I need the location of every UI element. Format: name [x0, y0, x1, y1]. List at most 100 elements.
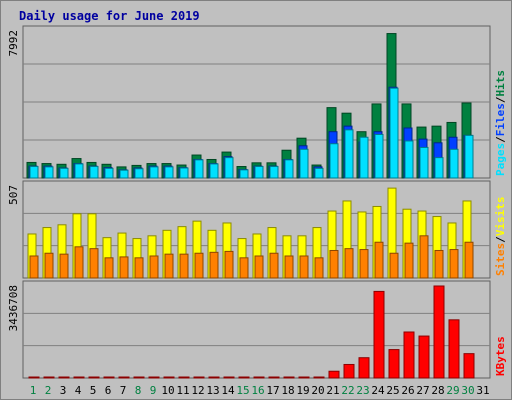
x-tick-label: 17 [266, 384, 279, 397]
x-tick-label: 6 [105, 384, 112, 397]
bar-pages [269, 166, 279, 179]
bar-pages [179, 167, 189, 179]
bar-pages [89, 166, 99, 179]
bar-kbytes [433, 285, 445, 379]
bar-sites [404, 242, 414, 279]
bar-kbytes [238, 376, 250, 379]
x-tick-label: 4 [75, 384, 82, 397]
bar-pages [419, 146, 429, 179]
bar-sites [284, 255, 294, 279]
bar-sites [134, 257, 144, 279]
bar-kbytes [328, 370, 340, 379]
bar-pages [104, 167, 114, 179]
bar-pages [464, 134, 474, 179]
chart-title: Daily usage for June 2019 [19, 9, 200, 23]
x-tick-label: 22 [341, 384, 354, 397]
x-tick-label: 24 [371, 384, 385, 397]
bar-kbytes [43, 376, 55, 379]
x-tick-label: 31 [476, 384, 489, 397]
legend-entry-files: Files [494, 103, 507, 136]
bar-sites [149, 255, 159, 279]
x-tick-label: 14 [221, 384, 235, 397]
bar-sites [359, 249, 369, 279]
bar-kbytes [283, 376, 295, 379]
bar-kbytes [163, 376, 175, 379]
bar-kbytes [388, 349, 400, 379]
x-tick-label: 11 [176, 384, 189, 397]
legend-separator: / [494, 136, 507, 143]
x-tick-label: 29 [446, 384, 459, 397]
x-tick-label: 15 [236, 384, 249, 397]
x-tick-label: 13 [206, 384, 219, 397]
bar-pages [74, 163, 84, 179]
bar-kbytes [58, 376, 70, 379]
x-tick-label: 28 [431, 384, 444, 397]
bar-kbytes [148, 376, 160, 379]
bar-sites [374, 241, 384, 279]
bar-kbytes [253, 376, 265, 379]
legend-visits-sites: Sites/Visits [494, 197, 507, 277]
x-tick-label: 8 [135, 384, 142, 397]
bar-kbytes [358, 357, 370, 379]
bar-pages [44, 166, 54, 179]
bar-sites [29, 255, 39, 279]
bar-kbytes [73, 376, 85, 379]
bar-sites [269, 252, 279, 279]
bar-kbytes [448, 319, 460, 379]
bar-kbytes [208, 376, 220, 379]
y-max-label: 7992 [7, 30, 20, 57]
bar-sites [74, 246, 84, 279]
bar-pages [449, 148, 459, 179]
bar-sites [224, 250, 234, 279]
x-tick-label: 7 [120, 384, 127, 397]
legend-entry-pages: Pages [494, 143, 507, 176]
x-tick-label: 2 [45, 384, 52, 397]
bar-pages [149, 166, 159, 179]
bar-kbytes [403, 331, 415, 379]
bar-kbytes [373, 290, 385, 379]
bar-pages [284, 159, 294, 179]
y-max-label: 3436708 [7, 285, 20, 331]
bar-pages [164, 166, 174, 179]
bar-kbytes [88, 376, 100, 379]
bar-kbytes [133, 376, 145, 379]
x-tick-label: 19 [296, 384, 309, 397]
bar-pages [29, 166, 39, 179]
bar-sites [104, 257, 114, 279]
x-tick-label: 1 [30, 384, 37, 397]
bar-kbytes [193, 376, 205, 379]
bar-sites [329, 249, 339, 279]
bar-pages [374, 133, 384, 179]
bar-pages [329, 143, 339, 179]
bar-kbytes [418, 335, 430, 379]
bar-kbytes [28, 376, 40, 379]
bar-sites [89, 248, 99, 279]
legend-separator: / [494, 96, 507, 103]
x-tick-label: 25 [386, 384, 399, 397]
bar-kbytes [298, 376, 310, 379]
bar-pages [404, 140, 414, 179]
x-tick-label: 26 [401, 384, 414, 397]
bar-kbytes [223, 376, 235, 379]
bar-sites [434, 249, 444, 279]
bar-kbytes [343, 363, 355, 379]
bar-kbytes [268, 376, 280, 379]
legend-entry-visits: Visits [494, 197, 507, 237]
bar-sites [194, 252, 204, 279]
x-tick-label: 3 [60, 384, 67, 397]
legend-kbytes: KBytes [494, 336, 507, 376]
bar-pages [224, 157, 234, 179]
x-tick-label: 30 [461, 384, 474, 397]
bar-sites [464, 241, 474, 279]
bar-pages [194, 159, 204, 179]
bar-kbytes [178, 376, 190, 379]
y-max-label: 507 [7, 185, 20, 205]
bar-sites [119, 256, 129, 279]
bar-pages [314, 167, 324, 179]
bar-sites [239, 257, 249, 279]
x-tick-label: 12 [191, 384, 204, 397]
bar-pages [59, 167, 69, 179]
bar-pages [359, 136, 369, 179]
x-tick-label: 5 [90, 384, 97, 397]
